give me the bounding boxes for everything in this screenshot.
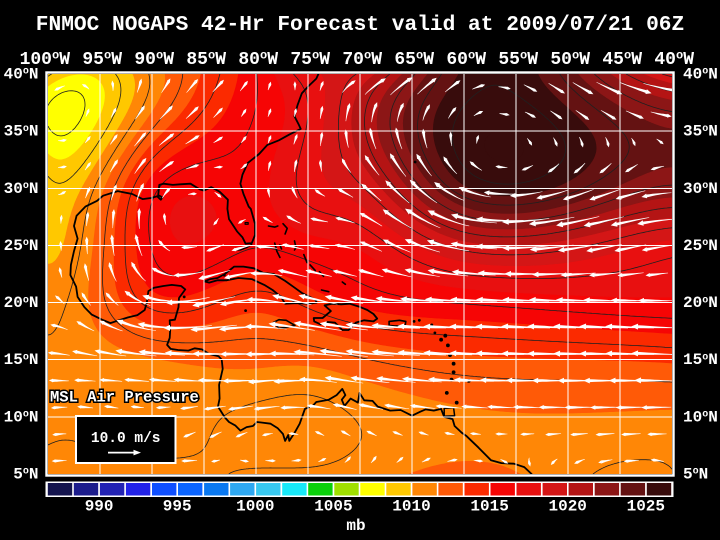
svg-text:20oN: 20oN [4, 294, 39, 312]
svg-text:35oN: 35oN [683, 123, 718, 141]
svg-text:55oW: 55oW [498, 49, 538, 70]
svg-text:990: 990 [85, 498, 114, 516]
svg-text:20oN: 20oN [683, 294, 718, 312]
svg-text:MSL Air Pressure: MSL Air Pressure [50, 389, 199, 407]
svg-text:60oW: 60oW [446, 49, 486, 70]
svg-text:1015: 1015 [470, 498, 508, 516]
svg-text:15oN: 15oN [4, 351, 39, 369]
svg-text:10.0 m/s: 10.0 m/s [91, 431, 161, 447]
svg-text:5oN: 5oN [13, 466, 38, 484]
svg-text:40oW: 40oW [654, 49, 694, 70]
svg-text:70oW: 70oW [342, 49, 382, 70]
svg-text:100oW: 100oW [20, 49, 71, 70]
svg-text:65oW: 65oW [394, 49, 434, 70]
svg-text:25oN: 25oN [4, 237, 39, 255]
svg-text:10oN: 10oN [4, 408, 39, 426]
svg-text:995: 995 [163, 498, 192, 516]
svg-text:5oN: 5oN [683, 466, 708, 484]
svg-text:40oN: 40oN [4, 66, 39, 84]
svg-text:80oW: 80oW [238, 49, 278, 70]
svg-text:35oN: 35oN [4, 123, 39, 141]
svg-text:10oN: 10oN [683, 408, 718, 426]
svg-text:mb: mb [346, 517, 365, 535]
svg-text:45oW: 45oW [602, 49, 642, 70]
svg-text:15oN: 15oN [683, 351, 718, 369]
svg-text:30oN: 30oN [4, 180, 39, 198]
svg-text:90oW: 90oW [134, 49, 174, 70]
svg-text:1000: 1000 [236, 498, 274, 516]
svg-text:85oW: 85oW [186, 49, 226, 70]
svg-text:1010: 1010 [392, 498, 430, 516]
svg-text:1025: 1025 [627, 498, 665, 516]
svg-text:30oN: 30oN [683, 180, 718, 198]
svg-text:75oW: 75oW [290, 49, 330, 70]
svg-text:40oN: 40oN [683, 66, 718, 84]
svg-text:50oW: 50oW [550, 49, 590, 70]
svg-text:1005: 1005 [314, 498, 352, 516]
svg-text:25oN: 25oN [683, 237, 718, 255]
svg-text:95oW: 95oW [82, 49, 122, 70]
svg-text:FNMOC NOGAPS 42-Hr Forecast va: FNMOC NOGAPS 42-Hr Forecast valid at 200… [36, 13, 684, 37]
svg-text:1020: 1020 [548, 498, 586, 516]
